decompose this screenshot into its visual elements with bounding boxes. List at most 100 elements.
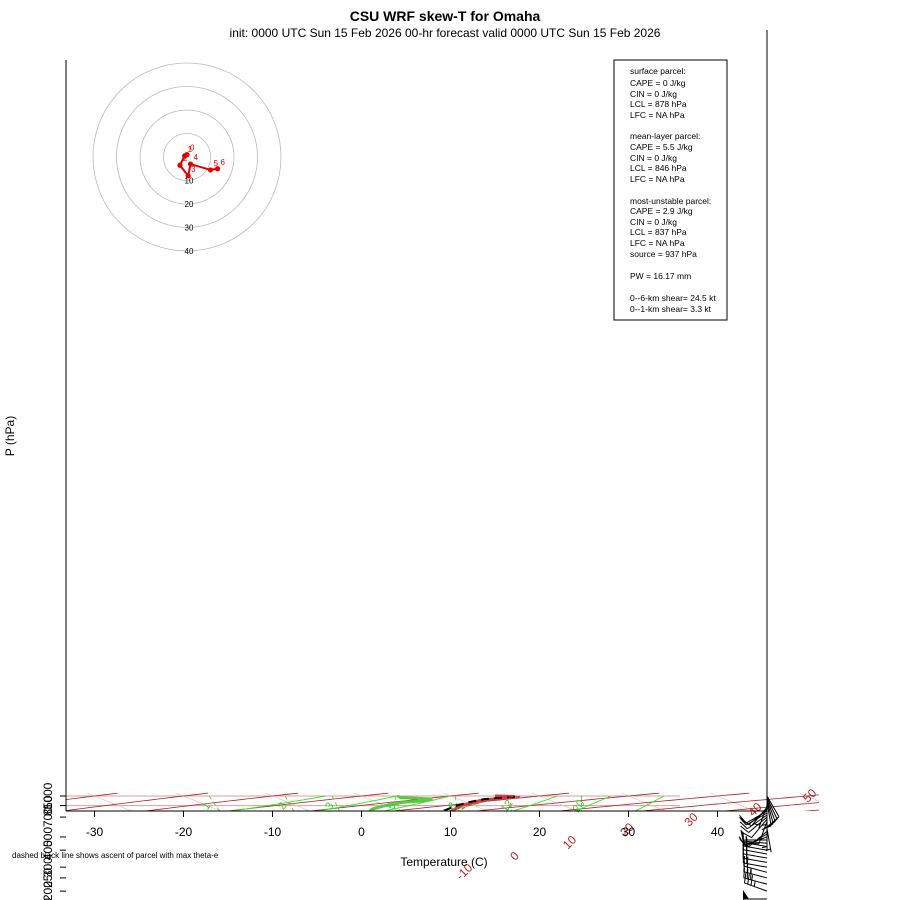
skewt-profiles: [367, 794, 522, 811]
wind-barb-flag: [739, 817, 747, 826]
moist-adiabat-28: [574, 795, 611, 811]
x-axis-title: Temperature (C): [400, 855, 487, 869]
hodograph-point-label: 2: [183, 154, 188, 163]
wind-barb-flag: [747, 873, 750, 885]
virtual-temperature-line: [457, 795, 522, 811]
y-tick-label: 300: [41, 857, 55, 877]
dry-adiabat--40: [0, 793, 28, 900]
mu-cape: CAPE = 2.9 J/kg: [630, 206, 693, 216]
wind-barb-shaft: [745, 812, 768, 826]
surface-lcl: LCL = 878 hPa: [630, 99, 687, 109]
x-tick-label: 30: [622, 825, 636, 839]
wind-barb-flag: [742, 832, 752, 839]
chart-subtitle: init: 0000 UTC Sun 15 Feb 2026 00-hr for…: [230, 26, 661, 40]
wind-barb: [742, 818, 768, 839]
isotherm--30: [87, 792, 133, 811]
ml-lfc: LFC = NA hPa: [630, 174, 685, 184]
hodograph-point: [184, 152, 190, 158]
wind-barb-flag: [740, 825, 749, 833]
y-tick-label: 850: [41, 795, 55, 815]
moist-adiabat-22: [511, 795, 558, 811]
wind-barb-shaft: [751, 818, 768, 838]
dry-adiabat-220: [541, 793, 900, 900]
moist-adiabat-34: [634, 795, 665, 811]
hodograph-ring-label: 30: [185, 224, 194, 233]
isotherm-label: 0: [507, 849, 522, 864]
isotherm-60: [888, 793, 900, 900]
surface-cin: CIN = 0 J/kg: [630, 89, 677, 99]
wind-barb-flag: [750, 869, 752, 880]
dry-adiabat-150: [219, 793, 900, 900]
y-tick-label: 700: [41, 807, 55, 827]
dry-adiabat-10: [307, 792, 479, 811]
mixing-ratio-label: 3: [323, 800, 336, 812]
wind-barb-shaft: [743, 877, 768, 885]
x-tick-label: 40: [711, 825, 725, 839]
shear-0-1km: 0--1-km shear= 3.3 kt: [630, 304, 712, 314]
x-tick-label: 20: [533, 825, 547, 839]
mu-cin: CIN = 0 J/kg: [630, 217, 677, 227]
y-tick-label: 1000: [41, 782, 55, 809]
wind-barb-shaft: [748, 816, 768, 833]
wind-barb-flag: [743, 867, 745, 878]
hodograph-point-label: 5: [214, 159, 219, 168]
wind-barb-shaft: [766, 802, 772, 826]
isotherm--70: [0, 793, 76, 900]
hodograph-point-label: 6: [221, 158, 226, 167]
hodograph-ring: [139, 109, 235, 205]
isotherm-label: 10: [560, 832, 580, 852]
wind-barb-shaft: [744, 836, 768, 846]
wind-barb: [761, 802, 772, 831]
x-tick-label: 10: [444, 825, 458, 839]
dry-adiabat-200: [449, 793, 900, 900]
wind-barb-flag: [739, 821, 748, 830]
wind-barb: [739, 812, 768, 826]
isotherm-50: [799, 792, 819, 802]
moist-adiabat-4: [315, 795, 398, 811]
hodograph-ring-label: 40: [185, 247, 194, 256]
wind-barb-flag: [739, 815, 747, 824]
x-tick-label: -30: [86, 825, 104, 839]
mu-source: source = 937 hPa: [630, 249, 697, 259]
hodograph-point: [187, 161, 194, 167]
wind-barb-flag: [746, 868, 749, 879]
hodograph-ring: [116, 86, 258, 228]
isotherm-label: 30: [681, 810, 701, 830]
moist-adiabat-10: [381, 795, 451, 811]
dry-adiabat-30: [472, 792, 660, 811]
isotherm--20: [176, 792, 222, 811]
wind-barb: [743, 872, 768, 892]
wind-barb-shaft: [743, 845, 768, 851]
parcel-ascent-line: [439, 795, 516, 811]
mu-lfc: LFC = NA hPa: [630, 238, 685, 248]
wind-barb-shaft: [766, 797, 778, 820]
hodograph-ring-label: 20: [185, 200, 194, 209]
mu-parcel-header: most-unstable parcel:: [630, 196, 711, 206]
hodograph-point-label: 4: [194, 153, 199, 162]
y-tick-label: 400: [41, 840, 55, 860]
wind-barb-flag: [761, 825, 772, 831]
hodograph-ring: [163, 133, 211, 181]
ml-cape: CAPE = 5.5 J/kg: [630, 142, 693, 152]
surface-cape: CAPE = 0 J/kg: [630, 78, 686, 88]
shear-0-6km: 0--6-km shear= 24.5 kt: [630, 293, 716, 303]
x-tick-label: -10: [264, 825, 282, 839]
ml-cin: CIN = 0 J/kg: [630, 153, 677, 163]
wind-barb-shaft: [744, 882, 768, 892]
hodograph-point-label: 0: [190, 144, 195, 153]
dry-adiabat-50: [637, 794, 819, 811]
y-tick-label: 150: [41, 898, 55, 900]
y-tick-label: 250: [41, 868, 55, 888]
wind-barb-shaft: [766, 800, 774, 824]
dry-adiabat--30: [66, 792, 118, 801]
wind-barb-shaft: [751, 807, 768, 827]
wind-barb: [740, 816, 768, 833]
wind-barb: [743, 867, 768, 885]
wind-barb-pennant: [743, 890, 749, 900]
x-tick-label: -20: [175, 825, 193, 839]
mixing-ratio-label: 5: [385, 800, 398, 812]
hodograph-point: [214, 166, 221, 172]
wind-barb: [743, 890, 767, 900]
mixing-ratio-label: 20: [571, 798, 588, 815]
